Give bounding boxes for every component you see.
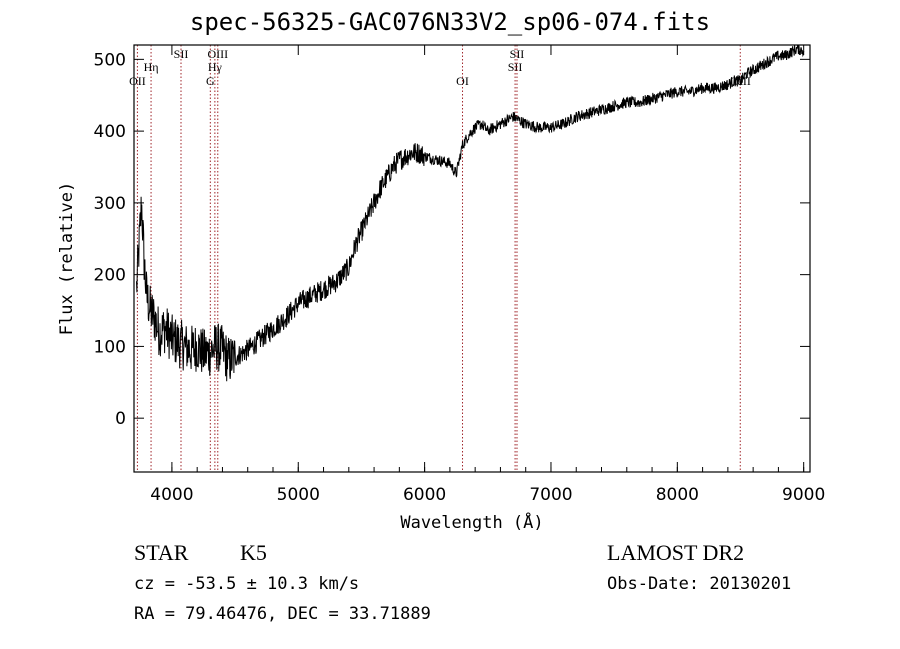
- line-label-hη: Hη: [144, 60, 159, 74]
- x-tick-label: 4000: [150, 485, 193, 505]
- y-tick-label: 0: [115, 409, 126, 429]
- line-label-g: G: [206, 74, 215, 88]
- line-label-sii: SII: [508, 60, 523, 74]
- line-label-hγ: Hγ: [208, 60, 223, 74]
- x-tick-label: 7000: [529, 485, 572, 505]
- y-axis-label: Flux (relative): [57, 182, 77, 336]
- line-label-sii: SII: [174, 47, 189, 61]
- line-label-oi: OI: [456, 74, 469, 88]
- line-label-sii: SII: [510, 47, 525, 61]
- axis-ticks: 4000 5000 6000 7000 8000 9000 0 100 200 300 400 500: [94, 45, 825, 505]
- y-tick-label: 200: [94, 266, 126, 286]
- plot-frame: [133, 44, 811, 473]
- object-subclass: K5: [240, 540, 267, 565]
- chart-title: spec-56325-GAC076N33V2_sp06-074.fits: [189, 8, 711, 36]
- x-tick-label: 6000: [403, 485, 446, 505]
- line-label-oii: OII: [129, 74, 146, 88]
- y-tick-label: 500: [94, 50, 126, 70]
- x-axis-label: Wavelength (Å): [400, 511, 543, 533]
- observation-date: Obs-Date: 20130201: [607, 574, 792, 594]
- y-tick-label: 400: [94, 122, 126, 142]
- redshift-value: cz = -53.5 ± 10.3 km/s: [134, 574, 360, 594]
- line-label-oiii: OIII: [207, 47, 228, 61]
- x-tick-label: 9000: [782, 485, 825, 505]
- y-tick-label: 100: [94, 337, 126, 357]
- sky-coordinates: RA = 79.46476, DEC = 33.71889: [134, 604, 431, 624]
- object-class: STAR: [134, 540, 189, 565]
- x-tick-label: 5000: [277, 485, 320, 505]
- y-tick-label: 300: [94, 194, 126, 214]
- survey-name: LAMOST DR2: [607, 540, 745, 565]
- spectrum-series-line: [136, 44, 805, 382]
- x-tick-label: 8000: [656, 485, 699, 505]
